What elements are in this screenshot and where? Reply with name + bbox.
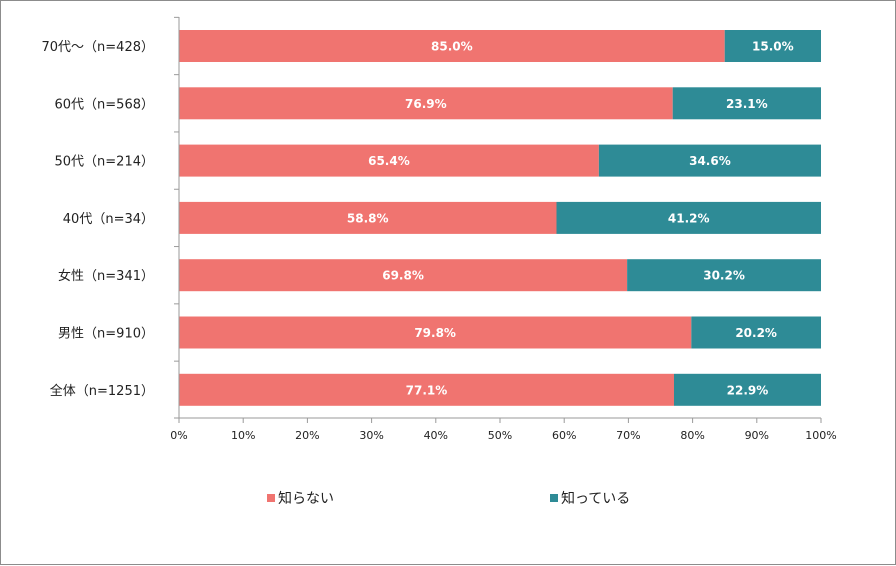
data-label: 65.4% [368,154,410,168]
bar-segment-unknown [179,201,557,234]
bar-segment-known [556,201,821,234]
x-tick-label: 100% [805,429,836,442]
bar-segment-known [673,373,821,406]
category-label: 60代（n=568） [55,97,155,112]
category-label: 40代（n=34） [63,212,154,227]
legend-swatch-unknown [267,494,275,502]
x-tick-label: 0% [170,429,187,442]
data-label: 23.1% [726,97,768,111]
x-tick-label: 60% [552,429,576,442]
x-tick-label: 10% [231,429,255,442]
bar-segment-unknown [179,30,725,62]
legend-label: 知らない [278,490,334,507]
data-label: 79.8% [414,326,456,340]
bar-segment-known [627,259,821,292]
category-label: 70代〜（n=428） [42,40,155,55]
x-tick-label: 20% [295,429,319,442]
bar-segment-unknown [179,373,674,406]
legend-swatch-known [550,494,558,502]
bar-segment-unknown [179,87,673,120]
category-label: 全体（n=1251） [50,383,154,399]
data-label: 41.2% [668,211,710,225]
data-label: 85.0% [431,40,473,54]
bar-segment-known [672,87,821,120]
x-tick-label: 90% [745,429,769,442]
data-label: 76.9% [405,97,447,111]
data-label: 20.2% [735,326,777,340]
category-label: 男性（n=910） [58,327,154,342]
data-label: 69.8% [382,269,424,283]
x-tick-label: 30% [359,429,383,442]
data-label: 30.2% [703,269,745,283]
x-tick-label: 50% [488,429,512,442]
bar-segment-unknown [179,259,628,292]
x-tick-label: 70% [616,429,640,442]
x-tick-label: 40% [424,429,448,442]
bar-segment-known [598,144,821,177]
bar-segment-known [724,30,821,62]
category-label: 女性（n=341） [58,268,154,284]
data-label: 22.9% [727,383,769,397]
data-label: 77.1% [406,383,448,397]
bar-segment-known [691,316,821,349]
data-label: 58.8% [347,211,389,225]
category-label: 50代（n=214） [55,155,155,170]
legend-label: 知っている [561,490,630,507]
bar-segment-unknown [179,144,599,177]
data-label: 15.0% [752,40,794,54]
x-tick-label: 80% [680,429,704,442]
bar-segment-unknown [179,316,692,349]
data-label: 34.6% [689,154,731,168]
